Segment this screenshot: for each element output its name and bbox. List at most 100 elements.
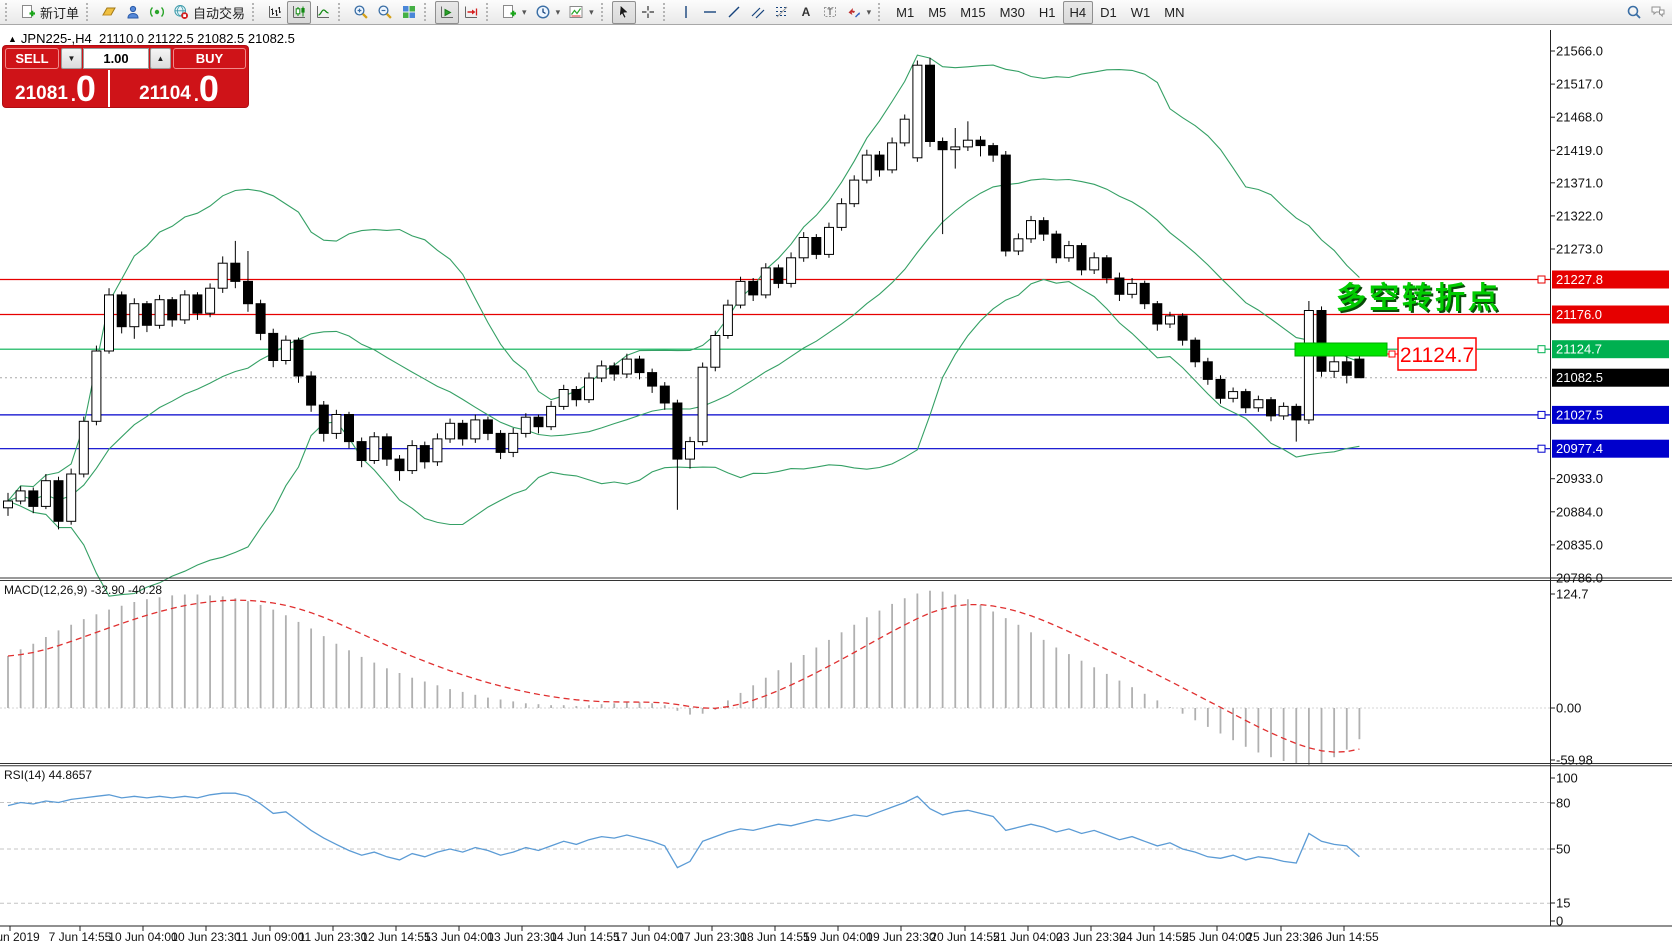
new-chart-button[interactable]: ▾: [497, 1, 531, 24]
metaeditor-button[interactable]: [97, 1, 121, 24]
zoom-out-button[interactable]: [373, 1, 397, 24]
candle-body: [748, 280, 759, 296]
candle-body: [91, 350, 102, 422]
symbol-ohlc-values: 21110.0 21122.5 21082.5 21082.5: [98, 31, 295, 46]
candle-body: [369, 436, 380, 461]
hline-price-label: 21176.0: [1556, 307, 1602, 322]
vertical-line-button[interactable]: [674, 1, 698, 24]
collapse-marker-icon[interactable]: ▲: [8, 34, 17, 44]
time-tick-label: 19 Jun 04:00: [803, 930, 873, 944]
indicators-dropdown-arrow[interactable]: ▾: [589, 6, 594, 17]
chart-window[interactable]: 多空转折点 多空转折点 21124.7 MACD(12,26,9) -32.90 -4…: [0, 26, 1672, 946]
text-label-button[interactable]: T: [818, 1, 842, 24]
time-tick-label: 23 Jun 23:30: [1056, 930, 1126, 944]
turning-point-annotation[interactable]: 多空转折点: [1336, 282, 1501, 315]
candle-body: [432, 438, 443, 463]
text-button[interactable]: A: [794, 1, 818, 24]
tile-windows-button[interactable]: [397, 1, 421, 24]
crosshair-button[interactable]: [636, 1, 660, 24]
bar-chart-button[interactable]: [263, 1, 287, 24]
tf-h4-label: H4: [1069, 4, 1087, 20]
sell-button[interactable]: SELL: [5, 48, 59, 69]
zoom-out-icon: [377, 4, 393, 20]
candle-chart-button[interactable]: [287, 0, 312, 24]
buy-button[interactable]: BUY: [173, 48, 246, 69]
zoom-in-button[interactable]: [349, 1, 373, 24]
trendline-icon: [726, 4, 742, 20]
candle-body: [230, 262, 241, 282]
equidistant-channel-button[interactable]: [746, 1, 770, 24]
candle-body: [116, 294, 127, 328]
fibonacci-retracement-button[interactable]: [770, 1, 794, 24]
tf-mn[interactable]: MN: [1157, 1, 1191, 24]
horizontal-lines: [0, 275, 1550, 453]
cursor-button[interactable]: [611, 0, 636, 24]
new-order-button[interactable]: 新订单: [16, 1, 83, 24]
rsi-axis-label: 50: [1556, 842, 1570, 857]
chart-shift-button[interactable]: [459, 1, 483, 24]
arrow-tools-dropdown-arrow[interactable]: ▾: [866, 6, 872, 17]
auto-trading-button[interactable]: 自动交易: [169, 1, 249, 24]
price-tick-label: 20835.0: [1556, 537, 1603, 552]
turning-point-rectangle[interactable]: [1294, 342, 1388, 357]
tf-d1[interactable]: D1: [1093, 1, 1124, 24]
price-callout-box[interactable]: [1397, 337, 1477, 371]
candle-body: [1329, 361, 1340, 372]
volume-decrease-button[interactable]: ▼: [61, 48, 82, 69]
periods-button[interactable]: ▾: [531, 1, 565, 24]
hline-handle[interactable]: [1537, 275, 1546, 284]
candle-body: [571, 389, 582, 401]
candle-body: [1076, 245, 1087, 271]
tf-h1[interactable]: H1: [1032, 1, 1063, 24]
main-toolbar: 新订单 自动交易 ▾ ▾ ▾ A T ▾ M1 M5 M15 M30 H1 H4 D1 W1 MN: [0, 0, 1672, 25]
tf-m15[interactable]: M15: [953, 1, 992, 24]
hline-handle[interactable]: [1537, 410, 1546, 419]
periods-dropdown-arrow[interactable]: ▾: [555, 6, 561, 17]
auto-scroll-button[interactable]: [435, 0, 460, 24]
candle-body: [672, 402, 683, 460]
tf-m1[interactable]: M1: [889, 1, 921, 24]
volume-increase-button[interactable]: ▲: [150, 48, 171, 69]
one-click-trading-panel: SELL ▼ ▲ BUY 21081 . 0 21104 . 0: [3, 46, 248, 107]
volume-input[interactable]: [83, 48, 149, 69]
candle-body: [962, 139, 973, 148]
chat-button[interactable]: [1646, 1, 1670, 24]
hline-handle[interactable]: [1537, 345, 1546, 354]
sell-price[interactable]: 21081 . 0: [3, 70, 108, 107]
candle-body: [836, 203, 847, 228]
candle-body: [1278, 405, 1289, 417]
signals-button[interactable]: [145, 1, 169, 24]
tf-m30[interactable]: M30: [993, 1, 1032, 24]
candle-body: [1202, 361, 1213, 380]
tf-w1[interactable]: W1: [1124, 1, 1158, 24]
new-chart-dropdown-arrow[interactable]: ▾: [522, 6, 527, 17]
mql5-community-button[interactable]: [121, 1, 145, 24]
text-label-icon: T: [822, 4, 838, 20]
candle-body: [1215, 378, 1226, 399]
search-button[interactable]: [1622, 1, 1646, 24]
bar-chart-icon: [267, 4, 283, 20]
arrow-tools-button[interactable]: ▾: [842, 1, 876, 24]
search-icon: [1626, 4, 1642, 20]
hline-handle[interactable]: [1537, 444, 1546, 453]
new-order-icon: [20, 4, 36, 20]
candle-body: [849, 179, 860, 205]
price-tick-label: 21468.0: [1556, 110, 1603, 125]
buy-price[interactable]: 21104 . 0: [110, 70, 248, 107]
callout-anchor: [1388, 350, 1396, 358]
horizontal-line-button[interactable]: [698, 1, 722, 24]
line-chart-button[interactable]: [311, 1, 335, 24]
tf-h4[interactable]: H4: [1062, 0, 1094, 24]
candle-body: [596, 365, 607, 379]
rsi-axis-label: 80: [1556, 796, 1570, 811]
rsi-axis-label: 15: [1556, 896, 1570, 911]
indicators-button[interactable]: ▾: [564, 1, 598, 24]
time-tick-label: 10 Jun 04:00: [108, 930, 178, 944]
tf-m5[interactable]: M5: [921, 1, 953, 24]
rsi-panel: RSI(14) 44.8657: [0, 768, 1550, 904]
candle-chart-icon: [291, 4, 307, 20]
chart-shift-icon: [463, 4, 479, 20]
trendline-button[interactable]: [722, 1, 746, 24]
